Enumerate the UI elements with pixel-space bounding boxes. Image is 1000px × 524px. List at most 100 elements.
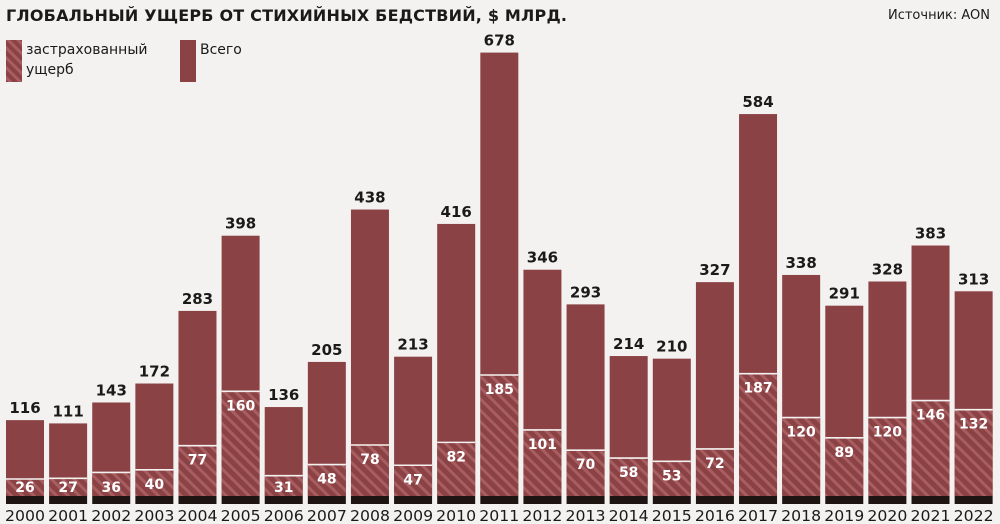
bar-base-2020: [868, 496, 907, 504]
total-value-label: 136: [268, 386, 299, 404]
insured-value-label: 101: [528, 437, 557, 453]
total-value-label: 213: [397, 336, 428, 354]
bar-base-2005: [221, 496, 260, 504]
year-tick-label: 2014: [609, 507, 649, 524]
insured-value-label: 26: [15, 480, 34, 496]
bar-base-2008: [350, 496, 389, 504]
year-tick-label: 2004: [177, 507, 217, 524]
total-swatch: [180, 40, 196, 82]
insured-value-label: 146: [916, 408, 945, 424]
bar-insured-2005: [221, 391, 260, 496]
year-tick-label: 2022: [954, 507, 994, 524]
year-tick-label: 2005: [221, 507, 261, 524]
bar-base-2004: [178, 496, 217, 504]
insured-value-label: 132: [959, 417, 988, 433]
insured-value-label: 47: [403, 472, 422, 488]
bar-insured-2014: [609, 458, 648, 496]
legend-label-insured-line2: ущерб: [26, 62, 74, 78]
total-value-label: 291: [829, 285, 860, 303]
total-value-label: 327: [699, 261, 730, 279]
bar-insured-2003: [135, 469, 174, 496]
bar-base-2018: [782, 496, 821, 504]
insured-value-label: 185: [485, 382, 514, 398]
total-value-label: 143: [96, 381, 127, 399]
bar-insured-2000: [6, 478, 44, 496]
bar-insured-2002: [92, 472, 131, 496]
total-value-label: 214: [613, 335, 644, 353]
bar-base-2019: [825, 496, 864, 504]
year-tick-label: 2020: [867, 507, 907, 524]
bar-insured-2007: [307, 464, 346, 496]
total-value-label: 338: [786, 254, 817, 272]
insured-value-label: 120: [787, 425, 816, 441]
year-tick-label: 2019: [824, 507, 864, 524]
total-value-label: 584: [742, 93, 773, 111]
bar-base-2002: [92, 496, 131, 504]
legend-label-total: Всего: [200, 42, 242, 58]
year-tick-label: 2015: [652, 507, 692, 524]
bar-insured-2009: [394, 465, 433, 496]
year-tick-label: 2009: [393, 507, 433, 524]
bar-base-2022: [954, 496, 993, 504]
bar-base-2021: [911, 496, 950, 504]
bar-insured-2015: [652, 461, 691, 496]
bar-base-2017: [739, 496, 778, 504]
year-tick-label: 2000: [5, 507, 45, 524]
insured-value-label: 31: [274, 480, 293, 496]
bar-base-2010: [437, 496, 476, 504]
source-label: Источник: AON: [887, 8, 990, 23]
insured-value-label: 70: [576, 457, 596, 473]
insured-value-label: 40: [145, 477, 165, 493]
insured-swatch: [6, 40, 22, 82]
bar-insured-2022: [954, 409, 993, 496]
insured-value-label: 27: [58, 480, 77, 496]
year-tick-label: 2010: [436, 507, 476, 524]
bar-base-2003: [135, 496, 174, 504]
year-tick-label: 2013: [566, 507, 606, 524]
bar-insured-2001: [49, 478, 88, 496]
total-value-label: 116: [9, 399, 40, 417]
insured-value-label: 82: [446, 449, 465, 465]
bar-base-2000: [6, 496, 44, 504]
bar-base-2012: [523, 496, 562, 504]
bar-insured-2006: [264, 475, 303, 496]
year-tick-label: 2018: [781, 507, 821, 524]
insured-value-label: 160: [226, 398, 255, 414]
insured-value-label: 77: [188, 453, 207, 469]
insured-value-label: 72: [705, 456, 724, 472]
year-tick-label: 2001: [48, 507, 88, 524]
year-tick-label: 2011: [479, 507, 519, 524]
year-tick-label: 2021: [911, 507, 951, 524]
bar-insured-2011: [480, 375, 519, 496]
total-value-label: 398: [225, 215, 256, 233]
total-value-label: 283: [182, 290, 213, 308]
bar-insured-2020: [868, 417, 907, 496]
total-value-label: 111: [52, 402, 83, 420]
insured-value-label: 187: [743, 381, 772, 397]
insured-value-label: 89: [835, 445, 854, 461]
chart-title: ГЛОБАЛЬНЫЙ УЩЕРБ ОТ СТИХИЙНЫХ БЕДСТВИЙ, …: [6, 6, 568, 25]
bar-base-2014: [609, 496, 648, 504]
year-tick-label: 2012: [522, 507, 562, 524]
total-value-label: 416: [441, 203, 472, 221]
insured-value-label: 36: [101, 480, 120, 496]
bar-insured-2008: [350, 444, 389, 496]
total-value-label: 210: [656, 338, 687, 356]
bar-insured-2019: [825, 437, 864, 496]
bar-base-2013: [566, 496, 605, 504]
bar-insured-2010: [437, 442, 476, 496]
bar-insured-2004: [178, 445, 217, 496]
insured-value-label: 120: [873, 425, 902, 441]
total-value-label: 293: [570, 283, 601, 301]
total-value-label: 678: [484, 32, 515, 50]
year-tick-label: 2007: [307, 507, 347, 524]
bar-insured-2016: [695, 448, 734, 496]
insured-value-label: 48: [317, 472, 336, 488]
bar-insured-2013: [566, 450, 605, 496]
year-tick-label: 2002: [91, 507, 131, 524]
insured-value-label: 78: [360, 452, 379, 468]
bar-insured-2018: [782, 417, 821, 496]
insured-value-label: 58: [619, 465, 638, 481]
legend-label-insured-line1: застрахованный: [26, 42, 148, 58]
